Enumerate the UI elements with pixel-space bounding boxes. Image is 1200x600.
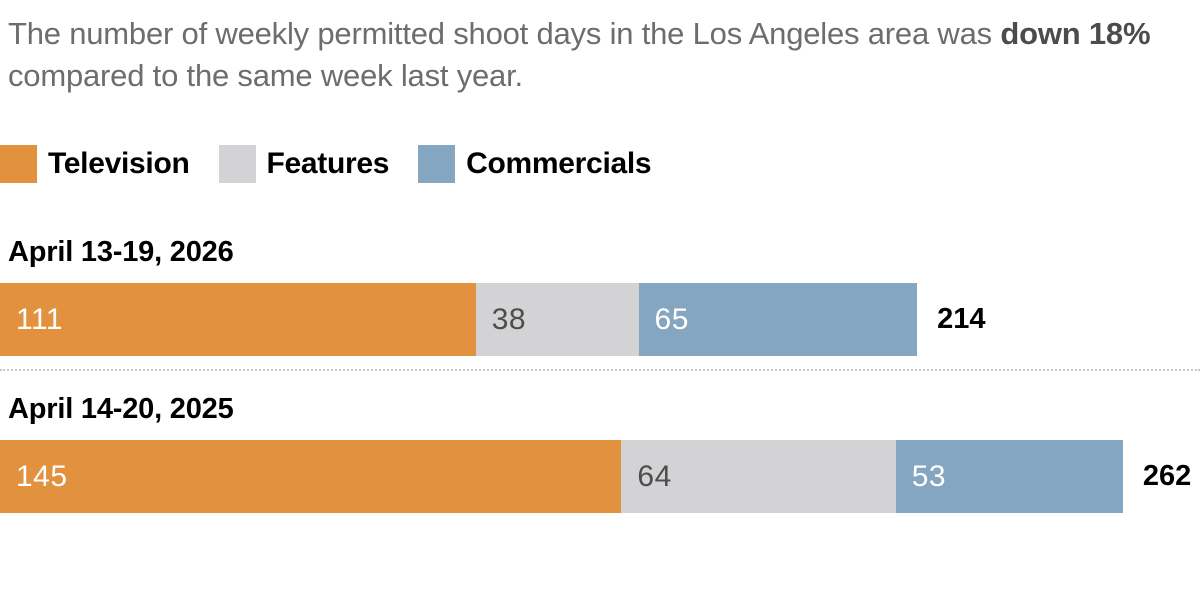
- legend-swatch-features: [218, 144, 256, 183]
- legend-item-commercials: Commercials: [418, 144, 652, 183]
- legend: Television Features Commercials: [0, 144, 1200, 183]
- title-text-prefix: The number of weekly permitted shoot day…: [8, 16, 1001, 51]
- bar-segment-features-2025: 64: [621, 440, 896, 513]
- segment-value-commercials-2026: 65: [654, 302, 689, 336]
- title-highlight: down 18%: [1000, 16, 1151, 51]
- legend-item-television: Television: [0, 144, 190, 183]
- bar-group-label-2026: April 13-19, 2026: [8, 236, 234, 268]
- bar-segment-television-2025: 145: [0, 440, 622, 513]
- bar-segment-features-2026: 38: [475, 283, 639, 356]
- legend-item-features: Features: [218, 144, 390, 183]
- title-text-suffix: compared to the same week last year.: [8, 58, 523, 93]
- bar-segment-commercials-2025: 53: [895, 440, 1123, 513]
- legend-swatch-television: [0, 144, 37, 183]
- bar-group-label-2025: April 14-20, 2025: [8, 393, 234, 425]
- bar-row-2025: 145 64 53 262: [0, 440, 1200, 513]
- dotted-separator: [0, 369, 1200, 371]
- bar-segment-television-2026: 111: [0, 283, 476, 356]
- segment-value-television-2025: 145: [16, 459, 68, 493]
- legend-label-features: Features: [266, 146, 390, 180]
- chart-container: The number of weekly permitted shoot day…: [0, 0, 1200, 513]
- segment-value-features-2025: 64: [637, 459, 672, 493]
- segment-value-commercials-2025: 53: [911, 459, 947, 493]
- chart-title: The number of weekly permitted shoot day…: [0, 0, 1200, 97]
- legend-label-commercials: Commercials: [466, 146, 652, 180]
- bar-total-2026: 214: [937, 303, 986, 335]
- legend-swatch-commercials: [418, 144, 456, 183]
- bar-total-2025: 262: [1142, 460, 1192, 492]
- bar-segment-commercials-2026: 65: [638, 283, 918, 356]
- segment-value-television-2026: 111: [16, 302, 64, 336]
- legend-label-television: Television: [48, 146, 190, 180]
- segment-value-features-2026: 38: [491, 302, 527, 336]
- bar-row-2026: 111 38 65 214: [0, 283, 1200, 356]
